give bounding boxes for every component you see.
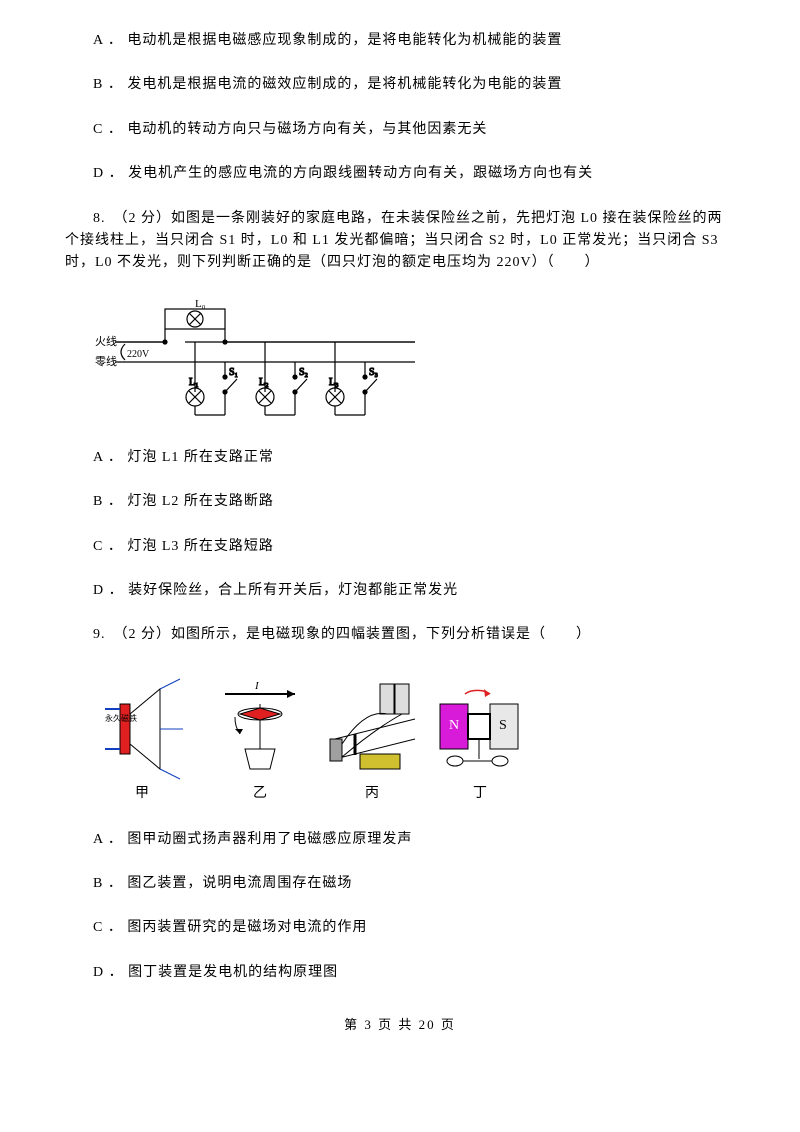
- svg-text:零线: 零线: [95, 354, 117, 368]
- svg-text:L₃: L₃: [329, 377, 339, 388]
- q7-opt-a: A ． 电动机是根据电磁感应现象制成的，是将电能转化为机械能的装置: [65, 30, 735, 52]
- svg-text:S: S: [499, 718, 507, 733]
- q7-opt-c: C ． 电动机的转动方向只与磁场方向有关，与其他因素无关: [65, 119, 735, 141]
- svg-text:L₂: L₂: [259, 377, 269, 388]
- svg-text:L₁: L₁: [189, 377, 199, 388]
- svg-text:火线: 火线: [95, 334, 117, 348]
- svg-text:S₂: S₂: [299, 367, 308, 378]
- q9-opt-a: A ． 图甲动圈式扬声器利用了电磁感应原理发声: [65, 829, 735, 851]
- svg-text:S₃: S₃: [369, 367, 378, 378]
- q8-opt-c: C ． 灯泡 L3 所在支路短路: [65, 536, 735, 558]
- svg-text:丙: 丙: [365, 786, 379, 801]
- q8-opt-b: B ． 灯泡 L2 所在支路断路: [65, 491, 735, 513]
- svg-text:S₁: S₁: [229, 367, 238, 378]
- q9-opt-d: D ． 图丁装置是发电机的结构原理图: [65, 962, 735, 984]
- q8-circuit-figure: L₀ 火线 零线: [95, 297, 735, 427]
- page-footer: 第 3 页 共 20 页: [65, 1014, 735, 1033]
- svg-text:220V: 220V: [127, 349, 150, 360]
- svg-text:甲: 甲: [135, 786, 149, 801]
- svg-text:N: N: [449, 718, 459, 733]
- q9-stem: 9. （2 分）如图所示，是电磁现象的四幅装置图，下列分析错误是（ ）: [65, 624, 735, 646]
- svg-text:L₀: L₀: [195, 298, 206, 310]
- q9-opt-c: C ． 图丙装置研究的是磁场对电流的作用: [65, 917, 735, 939]
- q7-opt-d: D ． 发电机产生的感应电流的方向跟线圈转动方向有关，跟磁场方向也有关: [65, 163, 735, 185]
- q7-opt-b: B ． 发电机是根据电流的磁效应制成的，是将机械能转化为电能的装置: [65, 74, 735, 96]
- svg-text:I: I: [254, 680, 260, 692]
- svg-text:丁: 丁: [473, 786, 487, 801]
- svg-text:永久磁铁: 永久磁铁: [105, 713, 137, 723]
- q9-devices-figure: 永久磁铁 甲 I 乙: [95, 669, 735, 809]
- q9-opt-b: B ． 图乙装置，说明电流周围存在磁场: [65, 873, 735, 895]
- q8-opt-d: D ． 装好保险丝，合上所有开关后，灯泡都能正常发光: [65, 580, 735, 602]
- q8-opt-a: A ． 灯泡 L1 所在支路正常: [65, 447, 735, 469]
- svg-text:乙: 乙: [253, 785, 267, 801]
- q8-stem: 8. （2 分）如图是一条刚装好的家庭电路，在未装保险丝之前，先把灯泡 L0 接…: [65, 208, 735, 275]
